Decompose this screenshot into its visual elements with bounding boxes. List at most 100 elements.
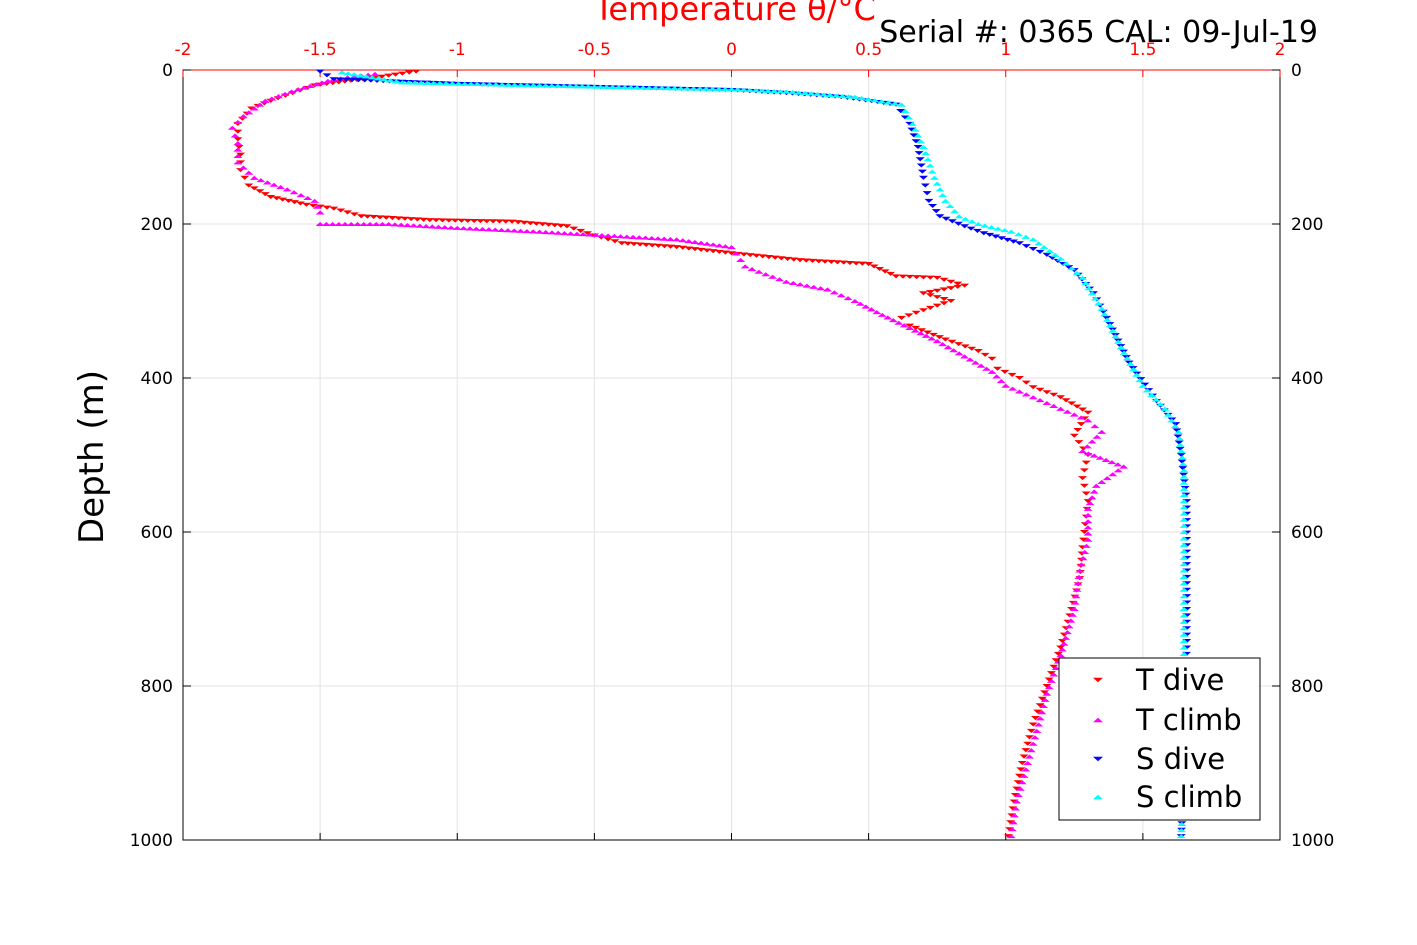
data-point [244,110,254,115]
data-point [1042,691,1052,696]
data-point [1179,474,1189,479]
data-point [1057,647,1067,652]
data-point [781,279,791,284]
data-point [400,216,410,221]
data-point [632,85,642,90]
data-point [763,88,773,93]
data-point [920,183,930,188]
data-point [1174,436,1184,441]
data-point [702,241,712,246]
data-point [349,72,359,77]
data-point [584,232,594,237]
data-point [315,210,325,215]
data-point [272,196,282,201]
data-point [1081,543,1091,548]
data-point [446,225,456,230]
data-point [559,83,569,88]
data-point [992,374,1002,379]
data-point [965,357,975,362]
data-point [1035,703,1045,708]
data-point [310,198,320,203]
data-point [1173,434,1183,439]
data-point [244,183,254,188]
data-point [616,234,626,239]
data-point [922,191,932,196]
data-point [296,193,306,198]
data-point [329,206,339,211]
data-point [1098,309,1108,314]
data-point [1078,556,1088,561]
data-point [1179,523,1189,528]
data-point [576,228,586,233]
data-point [1023,741,1033,746]
data-point [819,92,829,97]
data-point [238,165,248,170]
data-point [437,218,447,223]
data-point [1094,301,1104,306]
data-point [1175,446,1185,451]
data-point [801,258,811,263]
data-point [740,264,750,269]
data-point [322,205,332,210]
data-point [227,125,237,130]
data-point [262,180,272,185]
data-point [361,74,371,79]
data-point [1013,780,1023,785]
data-point [1179,536,1189,541]
data-point [634,235,644,240]
data-point [1049,403,1059,408]
data-point [1076,562,1086,567]
data-point [967,346,977,351]
data-point [929,332,939,337]
data-point [894,320,904,325]
data-point [1000,369,1010,374]
data-point [941,216,951,221]
data-point [1108,328,1118,333]
data-point [1155,402,1165,407]
data-point [1006,834,1016,839]
data-point [290,200,300,205]
y-tick-label-right: 400 [1291,369,1323,389]
data-point [1179,645,1189,650]
data-point [535,83,545,88]
data-point [1119,350,1129,355]
data-point [1167,418,1177,423]
data-point [384,73,394,78]
data-point [1081,460,1091,465]
legend-label-t-climb: T climb [1135,703,1242,737]
data-point [1017,760,1027,766]
data-point [553,230,563,235]
data-point [1089,453,1099,458]
legend-label-s-dive: S dive [1136,742,1225,776]
data-point [295,201,305,206]
data-point [836,293,846,298]
data-point [1042,401,1052,406]
data-point [991,234,1001,239]
data-point [808,258,818,263]
data-point [478,82,488,87]
data-point [682,86,692,91]
data-point [1179,606,1189,612]
data-point [918,175,928,180]
legend-label-s-climb: S climb [1136,780,1242,814]
data-point [973,221,983,227]
data-point [1056,653,1066,658]
data-point [987,356,997,361]
data-point [1040,697,1050,702]
data-point [1105,323,1115,328]
data-point [1132,372,1142,377]
data-point [910,328,920,333]
data-point [927,169,937,174]
data-point [450,218,460,223]
data-point [1042,252,1052,257]
data-point [578,232,588,237]
data-point [1179,594,1189,599]
data-point [346,221,356,227]
data-point [482,219,492,224]
data-point [850,298,860,304]
data-point [1069,412,1079,417]
data-point [305,83,315,88]
data-point [932,275,942,280]
data-point [349,74,359,79]
data-point [323,78,333,83]
